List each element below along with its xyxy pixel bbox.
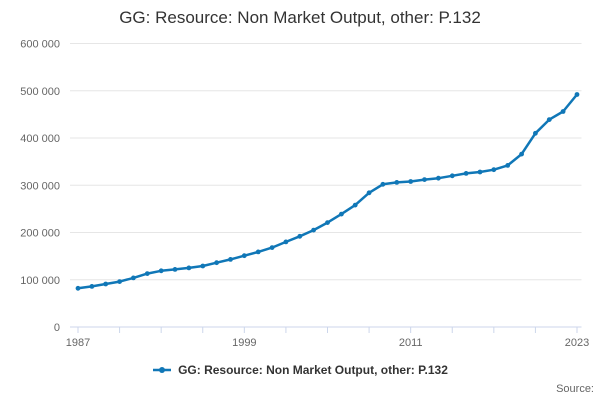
x-axis-tick-label: 2011 [399, 337, 423, 349]
data-point[interactable] [325, 220, 330, 226]
data-point[interactable] [463, 171, 469, 176]
series-line[interactable] [76, 93, 579, 290]
legend-item[interactable]: GG: Resource: Non Market Output, other: … [0, 363, 600, 377]
data-point[interactable] [519, 151, 524, 157]
data-point[interactable] [339, 211, 344, 217]
data-point[interactable] [394, 180, 400, 185]
data-point[interactable] [422, 177, 427, 183]
data-point[interactable] [380, 181, 386, 187]
x-axis-tick-label: 1987 [66, 337, 90, 349]
x-axis-tick-label: 1999 [232, 337, 256, 349]
data-point[interactable] [158, 268, 164, 274]
data-point[interactable] [408, 179, 414, 184]
data-point[interactable] [75, 285, 81, 291]
data-point[interactable] [144, 271, 150, 276]
data-point[interactable] [228, 257, 233, 262]
data-point[interactable] [241, 253, 247, 259]
x-axis-tick-label: 2023 [565, 337, 589, 349]
data-point[interactable] [214, 260, 220, 266]
data-point[interactable] [311, 227, 316, 233]
data-point[interactable] [283, 239, 289, 245]
data-point[interactable] [574, 92, 580, 97]
data-point[interactable] [505, 163, 511, 168]
data-point[interactable] [491, 167, 497, 173]
data-point[interactable] [131, 275, 136, 281]
data-point[interactable] [117, 279, 122, 284]
chart-title: GG: Resource: Non Market Output, other: … [119, 8, 481, 27]
data-point[interactable] [89, 284, 95, 289]
source-credit: Source: [556, 383, 594, 395]
data-point[interactable] [449, 173, 455, 179]
y-axis-tick-label: 0 [54, 322, 60, 334]
data-point[interactable] [255, 249, 261, 255]
y-axis-tick-label: 300 000 [20, 180, 60, 192]
y-axis-tick-label: 500 000 [20, 86, 60, 98]
y-axis-tick-label: 400 000 [20, 133, 60, 145]
data-point[interactable] [297, 233, 303, 239]
data-point[interactable] [546, 117, 552, 122]
legend-series-marker-icon [153, 367, 172, 373]
data-point[interactable] [200, 263, 206, 269]
y-axis-tick-label: 600 000 [20, 39, 60, 51]
data-point[interactable] [103, 281, 109, 287]
y-axis-tick-label: 200 000 [20, 228, 60, 240]
data-point[interactable] [186, 265, 192, 271]
data-point[interactable] [366, 190, 372, 196]
data-point[interactable] [477, 169, 483, 175]
data-point[interactable] [269, 245, 275, 251]
data-point[interactable] [352, 202, 358, 208]
data-point[interactable] [560, 109, 566, 114]
y-axis-tick-label: 100 000 [20, 275, 60, 287]
data-point[interactable] [533, 130, 538, 136]
data-point[interactable] [172, 267, 178, 272]
data-point[interactable] [436, 175, 441, 181]
legend-series-label: GG: Resource: Non Market Output, other: … [178, 363, 448, 377]
